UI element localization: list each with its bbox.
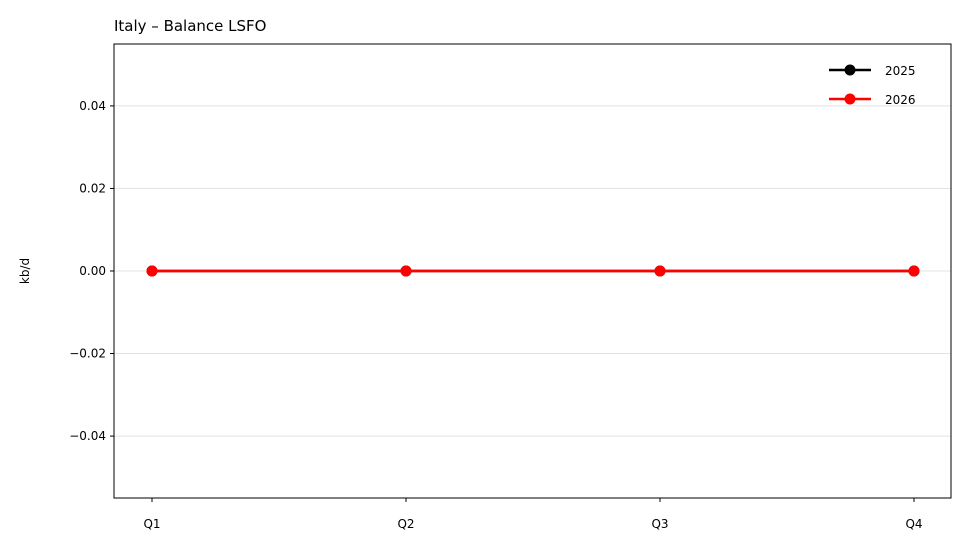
series-layer bbox=[146, 265, 920, 277]
x-axis-ticks: Q1 Q2 Q3 Q4 bbox=[143, 498, 923, 531]
plot-frame bbox=[113, 43, 952, 499]
y-axis-label: kb/d bbox=[18, 258, 32, 284]
y-axis-ticks: −0.04 −0.02 0.00 0.02 0.04 bbox=[69, 99, 114, 443]
legend-marker bbox=[844, 93, 856, 105]
chart-title: Italy – Balance LSFO bbox=[114, 17, 266, 35]
data-point bbox=[400, 265, 412, 277]
legend-label: 2025 bbox=[885, 64, 916, 78]
y-tick-label: −0.02 bbox=[69, 347, 106, 361]
y-tick-label: 0.04 bbox=[79, 99, 106, 113]
legend-item: 2025 bbox=[829, 64, 916, 78]
legend-item: 2026 bbox=[829, 93, 916, 107]
legend-marker bbox=[844, 64, 856, 76]
data-point bbox=[908, 265, 920, 277]
x-tick-label: Q4 bbox=[905, 517, 922, 531]
data-point bbox=[654, 265, 666, 277]
data-point bbox=[146, 265, 158, 277]
y-tick-label: 0.02 bbox=[79, 181, 106, 195]
series-2026 bbox=[146, 265, 920, 277]
x-tick-label: Q3 bbox=[651, 517, 668, 531]
x-tick-label: Q1 bbox=[143, 517, 160, 531]
x-tick-label: Q2 bbox=[397, 517, 414, 531]
legend-label: 2026 bbox=[885, 93, 916, 107]
legend: 2025 2026 bbox=[829, 64, 916, 107]
y-tick-label: −0.04 bbox=[69, 429, 106, 443]
y-tick-label: 0.00 bbox=[79, 264, 106, 278]
